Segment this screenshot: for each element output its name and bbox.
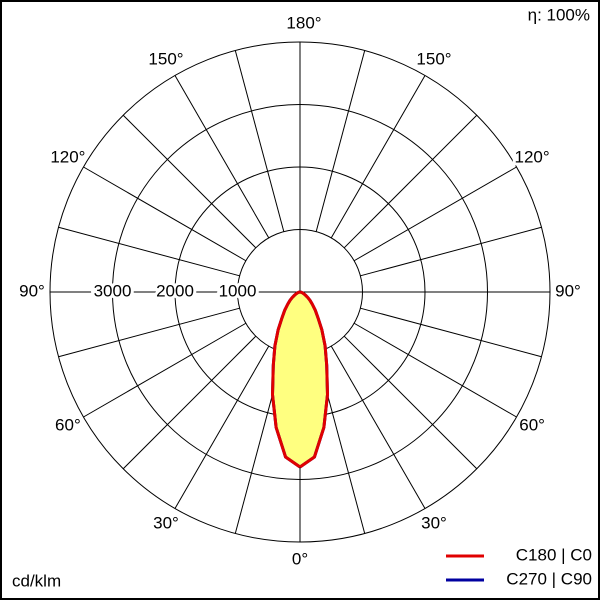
grid-spoke — [353, 322, 517, 418]
angle-label: 30° — [153, 514, 179, 533]
angle-label: 150° — [148, 49, 183, 68]
grid-spoke — [343, 114, 478, 249]
grid-spoke — [122, 114, 257, 249]
r-tick-label: 3000 — [94, 281, 132, 300]
grid-spoke — [83, 322, 247, 418]
legend-label: C180 | C0 — [516, 545, 592, 564]
grid-spoke — [83, 166, 247, 262]
beam-fill — [272, 292, 300, 467]
grid-spoke — [58, 307, 240, 358]
intensity-curve — [299, 290, 329, 469]
angle-label: 120° — [50, 147, 85, 166]
grid-spoke — [353, 166, 517, 262]
beam-fill — [300, 292, 328, 467]
intensity-curve — [271, 290, 301, 469]
angle-label: 60° — [55, 415, 81, 434]
grid-spoke — [360, 226, 542, 277]
grid-spoke — [174, 75, 270, 239]
angle-label: 180° — [286, 13, 321, 32]
grid-spoke — [234, 50, 285, 232]
grid-spoke — [343, 335, 478, 470]
angle-label: 90° — [19, 281, 45, 300]
grid-spoke — [58, 226, 240, 277]
angle-label: 30° — [421, 514, 447, 533]
grid-spoke — [330, 345, 426, 509]
angle-label: 120° — [515, 147, 550, 166]
grid-spoke — [360, 307, 542, 358]
r-tick-label: 1000 — [219, 281, 257, 300]
r-tick-label: 2000 — [156, 281, 194, 300]
angle-label: 90° — [555, 281, 581, 300]
grid-spoke — [122, 335, 257, 470]
legend-label: C270 | C90 — [506, 569, 592, 588]
grid-spoke — [315, 50, 366, 232]
unit-label: cd/klm — [12, 571, 61, 590]
grid-spoke — [174, 345, 270, 509]
grid-spoke — [330, 75, 426, 239]
angle-label: 150° — [416, 49, 451, 68]
angle-label: 0° — [292, 549, 308, 568]
angle-label: 60° — [519, 415, 545, 434]
efficiency: η: 100% — [528, 5, 590, 24]
